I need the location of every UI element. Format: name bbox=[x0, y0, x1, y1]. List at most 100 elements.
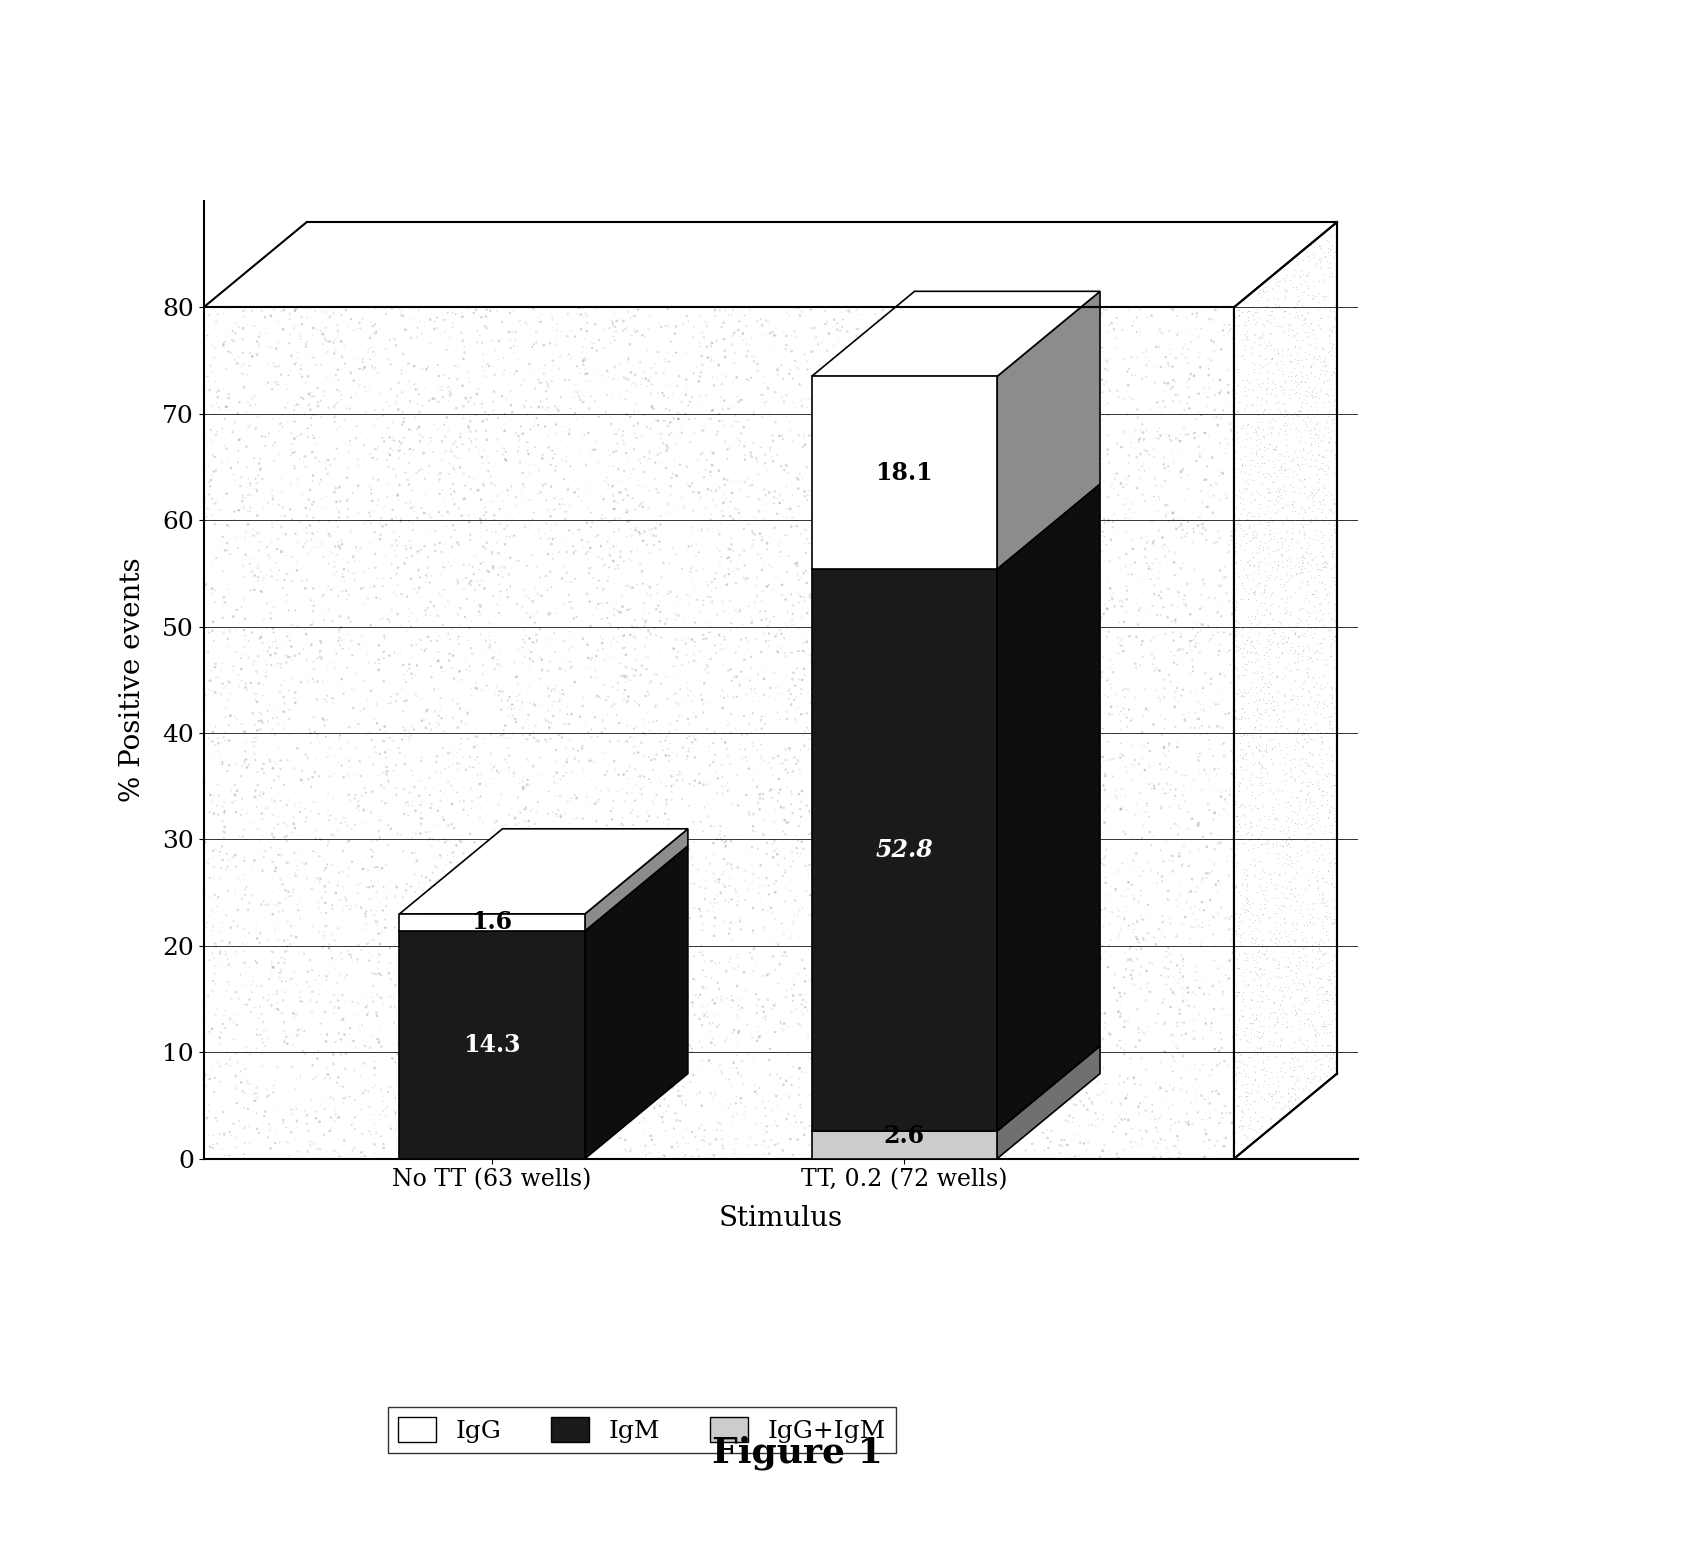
Point bbox=[290, 450, 317, 474]
Point bbox=[587, 484, 614, 508]
Point bbox=[742, 1072, 769, 1097]
Point bbox=[282, 1094, 309, 1119]
Point bbox=[1152, 493, 1179, 518]
Point bbox=[278, 1098, 305, 1123]
Point bbox=[852, 984, 879, 1009]
Point bbox=[229, 718, 256, 743]
Point bbox=[282, 440, 309, 465]
Point bbox=[1064, 836, 1091, 861]
Point bbox=[221, 409, 248, 434]
Point bbox=[636, 575, 664, 599]
Point bbox=[465, 477, 492, 502]
Point bbox=[1297, 601, 1324, 626]
Point bbox=[925, 938, 952, 963]
Point bbox=[304, 865, 331, 890]
Point bbox=[326, 626, 353, 650]
Point bbox=[874, 1046, 901, 1071]
Point bbox=[1264, 932, 1291, 956]
Point bbox=[1280, 938, 1307, 963]
Point bbox=[889, 1018, 916, 1043]
Point bbox=[246, 451, 273, 476]
Point bbox=[908, 638, 935, 663]
Point bbox=[697, 507, 725, 531]
Point bbox=[1030, 1120, 1057, 1145]
Point bbox=[361, 573, 389, 598]
Point bbox=[1259, 726, 1286, 751]
Point bbox=[309, 528, 336, 553]
Point bbox=[864, 1027, 891, 1052]
Point bbox=[1249, 675, 1276, 700]
Point bbox=[1018, 581, 1045, 606]
Point bbox=[650, 947, 677, 972]
Point bbox=[411, 949, 438, 973]
Point bbox=[1261, 735, 1288, 760]
Point bbox=[1169, 677, 1196, 701]
Point bbox=[350, 799, 377, 823]
Point bbox=[989, 431, 1017, 456]
Point bbox=[738, 851, 765, 876]
Point bbox=[548, 487, 575, 511]
Point bbox=[563, 805, 591, 830]
Point bbox=[205, 1031, 232, 1055]
Point bbox=[446, 1134, 473, 1159]
Point bbox=[577, 867, 604, 891]
Point bbox=[1129, 413, 1156, 437]
Point bbox=[597, 984, 624, 1009]
Point bbox=[759, 423, 786, 448]
Point bbox=[1112, 895, 1139, 919]
Point bbox=[1076, 984, 1103, 1009]
Point bbox=[670, 689, 697, 714]
Point bbox=[825, 840, 852, 865]
Point bbox=[872, 910, 899, 935]
Point bbox=[244, 569, 272, 593]
Point bbox=[244, 479, 272, 504]
Point bbox=[816, 1001, 843, 1026]
Point bbox=[658, 969, 686, 993]
Point bbox=[338, 677, 365, 701]
Point bbox=[1011, 1139, 1039, 1163]
Point bbox=[324, 891, 351, 916]
Point bbox=[1176, 633, 1203, 658]
Point bbox=[1186, 975, 1213, 1000]
Point bbox=[552, 499, 579, 524]
Point bbox=[292, 496, 319, 521]
Point bbox=[910, 1137, 937, 1162]
Point bbox=[428, 377, 455, 402]
Point bbox=[852, 1051, 879, 1075]
Point bbox=[876, 541, 903, 565]
Point bbox=[197, 468, 224, 493]
Point bbox=[1049, 1134, 1076, 1159]
Point bbox=[1181, 715, 1208, 740]
Point bbox=[294, 425, 321, 450]
Point bbox=[1271, 277, 1298, 301]
Point bbox=[728, 987, 755, 1012]
Point bbox=[872, 810, 899, 834]
Point bbox=[1298, 684, 1325, 709]
Point bbox=[599, 844, 626, 868]
Point bbox=[1256, 603, 1283, 627]
Point bbox=[1044, 871, 1071, 896]
Point bbox=[1164, 895, 1191, 919]
Point bbox=[592, 740, 619, 765]
Point bbox=[363, 320, 390, 345]
Point bbox=[1083, 912, 1110, 936]
Point bbox=[417, 331, 445, 355]
Point bbox=[361, 1142, 389, 1166]
Point bbox=[1151, 742, 1178, 766]
Point bbox=[1244, 555, 1271, 579]
Point bbox=[1298, 507, 1325, 531]
Point bbox=[1145, 487, 1173, 511]
Point bbox=[1188, 612, 1215, 637]
Point bbox=[962, 745, 989, 769]
Point bbox=[891, 882, 918, 907]
Point bbox=[699, 397, 726, 422]
Point bbox=[1101, 638, 1129, 663]
Point bbox=[1013, 833, 1040, 857]
Point bbox=[295, 766, 322, 791]
Point bbox=[1274, 1097, 1302, 1122]
Point bbox=[1308, 443, 1336, 468]
Point bbox=[1088, 423, 1115, 448]
Point bbox=[585, 346, 613, 371]
Point bbox=[969, 422, 996, 447]
Point bbox=[1018, 1094, 1045, 1119]
